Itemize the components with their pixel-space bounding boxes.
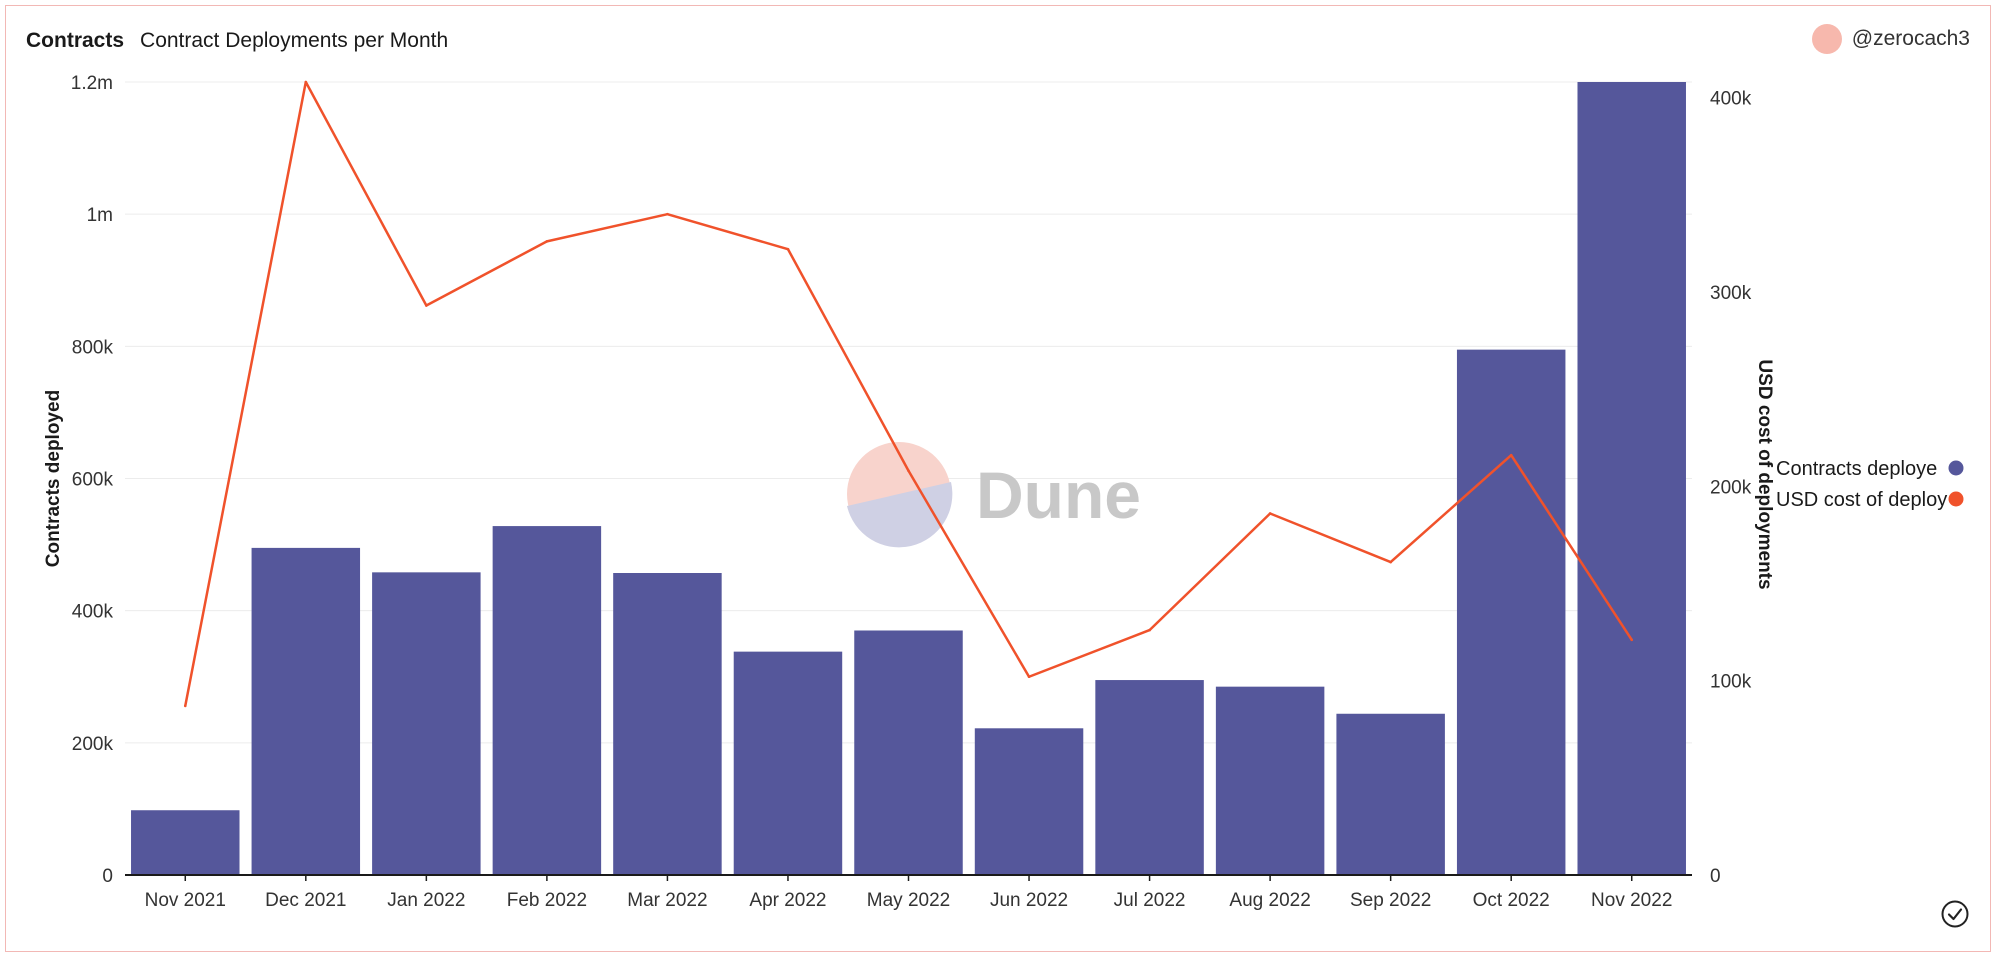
y-tick-label: 0 [102, 866, 113, 887]
line-point [666, 212, 669, 216]
x-tick-label: Jun 2022 [990, 890, 1068, 911]
y2-tick-label: 200k [1710, 477, 1752, 498]
x-tick-label: Sep 2022 [1350, 890, 1431, 911]
bar [1215, 686, 1325, 875]
x-tick-label: Nov 2021 [145, 890, 226, 911]
x-tick-label: Nov 2022 [1591, 890, 1672, 911]
line-point [1630, 638, 1634, 642]
bar [733, 651, 843, 875]
watermark-text: Dune [976, 458, 1141, 532]
x-tick-label: Oct 2022 [1473, 890, 1550, 911]
legend-item-label: USD cost of deploy [1776, 489, 1947, 511]
legend-dot-usd [1948, 491, 1964, 507]
x-tick-label: Aug 2022 [1229, 890, 1310, 911]
bars [131, 82, 1686, 875]
y2-axis-title: USD cost of deployments [1754, 359, 1775, 589]
bar [131, 810, 240, 875]
y-tick-label: 400k [72, 602, 114, 623]
x-tick-label: Apr 2022 [749, 890, 826, 911]
line-point [1389, 560, 1392, 564]
axis-labels: 0 200k 400k 600k 800k 1m 1.2m 0 100k 200k 300k 400k… [43, 73, 1775, 911]
bar [372, 572, 481, 875]
line-point [907, 469, 910, 473]
x-tick-label: Mar 2022 [627, 890, 707, 911]
line-point [304, 80, 308, 84]
bar [613, 572, 722, 875]
line-point [1268, 512, 1272, 515]
y-tick-label: 200k [72, 734, 114, 755]
x-tick-label: Jul 2022 [1114, 890, 1186, 911]
x-tick-label: May 2022 [867, 890, 950, 911]
line-point [1509, 453, 1513, 457]
chart-title: Contract Deployments per Month [140, 29, 449, 52]
line-point [545, 240, 549, 243]
chart-svg: Dune 0 200k 400k 600k 800k 1m 1.2m 0 100k 200k 300… [43, 73, 1964, 911]
line-point [786, 247, 790, 251]
y-tick-label: 800k [72, 337, 114, 358]
line-point [1148, 628, 1151, 632]
bar [1456, 349, 1566, 875]
chart-header: Contracts Contract Deployments per Month [26, 26, 448, 56]
line-series [183, 80, 1634, 708]
legend-dot-contracts [1948, 460, 1964, 476]
bar [1577, 82, 1686, 875]
y2-tick-label: 300k [1710, 283, 1752, 304]
dune-watermark: Dune [847, 442, 1141, 548]
legend: Contracts deploye USD cost of deploy [1776, 458, 1964, 511]
bar [251, 547, 361, 875]
x-tick-label: Dec 2021 [265, 890, 346, 911]
author-badge[interactable]: @zerocach3 [1811, 24, 1970, 54]
y2-tick-label: 0 [1710, 866, 1721, 887]
axes [125, 874, 1692, 881]
author-handle: @zerocach3 [1851, 27, 1970, 50]
check-circle-icon[interactable] [1940, 899, 1970, 929]
bar [1336, 713, 1445, 875]
line-point [1027, 675, 1031, 679]
y-tick-label: 600k [72, 470, 114, 491]
chart-panel: Contracts Contract Deployments per Month… [5, 5, 1991, 952]
x-tick-label: Jan 2022 [387, 890, 465, 911]
line-point [183, 704, 187, 708]
y-axis-title: Contracts deployed [43, 390, 64, 567]
avatar [1811, 24, 1842, 54]
y-tick-label: 1m [87, 205, 113, 226]
y2-tick-label: 100k [1710, 672, 1752, 693]
bar [974, 728, 1084, 875]
y-tick-label: 1.2m [71, 73, 113, 94]
bar [854, 630, 963, 875]
y2-tick-label: 400k [1710, 89, 1752, 110]
bar [1095, 680, 1204, 875]
query-name[interactable]: Contracts [26, 29, 125, 52]
legend-item-label: Contracts deploye [1776, 458, 1937, 480]
line-point [425, 304, 428, 307]
bar [492, 526, 602, 875]
x-tick-label: Feb 2022 [507, 890, 587, 911]
